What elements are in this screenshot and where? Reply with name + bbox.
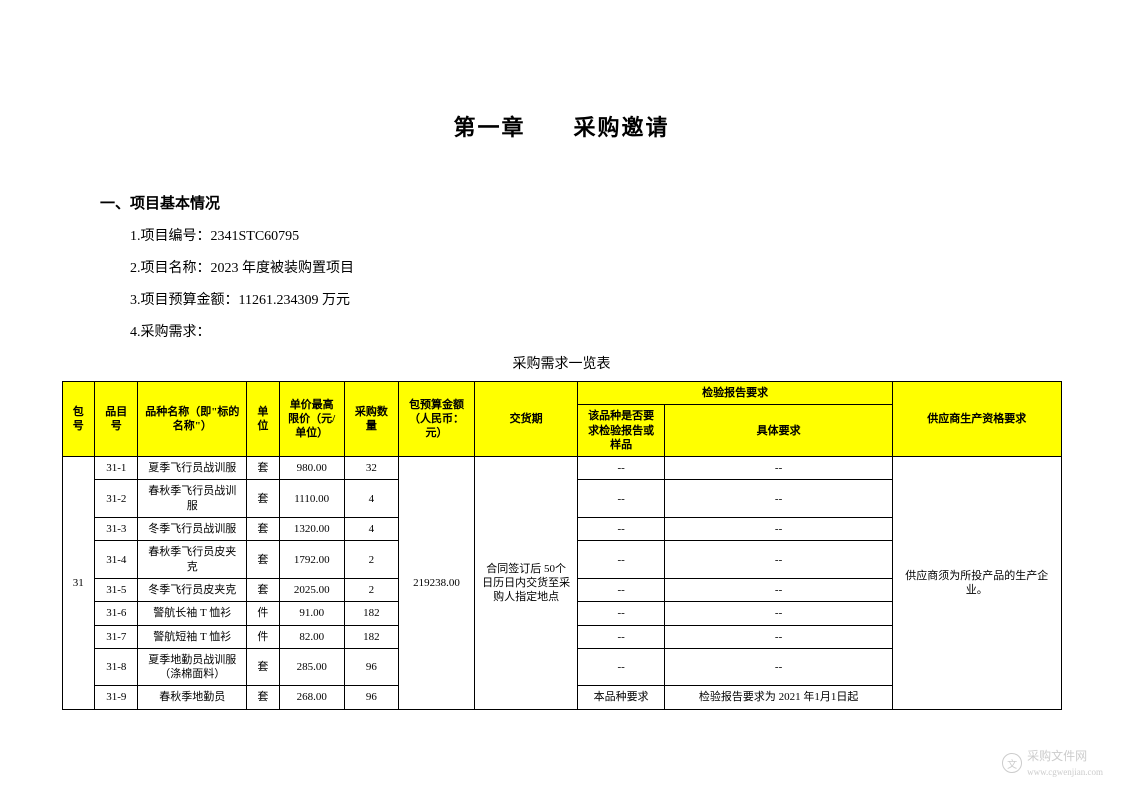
cell-unit: 套: [247, 648, 280, 686]
cell-product-name: 警航短袖 T 恤衫: [138, 625, 247, 648]
cell-item-no: 31-2: [95, 480, 138, 518]
cell-supplier-requirement: 供应商须为所投产品的生产企业。: [893, 457, 1061, 710]
chapter-title: 第一章 采购邀请: [50, 110, 1073, 142]
watermark: 文 采购文件网 www.cgwenjian.com: [1002, 747, 1103, 779]
cell-inspection-detail: --: [665, 518, 893, 541]
procurement-table: 包号 品目号 品种名称（即"标的名称"） 单位 单价最高限价（元/单位） 采购数…: [62, 381, 1062, 710]
cell-inspection-detail: --: [665, 541, 893, 579]
cell-inspection-detail: --: [665, 457, 893, 480]
cell-item-no: 31-7: [95, 625, 138, 648]
cell-price: 1320.00: [279, 518, 344, 541]
cell-inspection-required: --: [578, 625, 665, 648]
cell-inspection-required: --: [578, 602, 665, 625]
project-number: 1.项目编号：2341STC60795: [130, 225, 1073, 245]
cell-unit: 件: [247, 602, 280, 625]
cell-product-name: 冬季飞行员皮夹克: [138, 578, 247, 601]
cell-item-no: 31-9: [95, 686, 138, 709]
cell-inspection-detail: --: [665, 602, 893, 625]
cell-item-no: 31-6: [95, 602, 138, 625]
cell-quantity: 96: [344, 648, 398, 686]
cell-product-name: 冬季飞行员战训服: [138, 518, 247, 541]
cell-price: 980.00: [279, 457, 344, 480]
cell-inspection-detail: --: [665, 625, 893, 648]
cell-quantity: 2: [344, 541, 398, 579]
cell-product-name: 春秋季飞行员战训服: [138, 480, 247, 518]
cell-product-name: 警航长袖 T 恤衫: [138, 602, 247, 625]
cell-budget-total: 219238.00: [399, 457, 475, 710]
cell-unit: 套: [247, 578, 280, 601]
watermark-url: www.cgwenjian.com: [1027, 767, 1103, 777]
th-supplier: 供应商生产资格要求: [893, 382, 1061, 457]
cell-inspection-required: --: [578, 518, 665, 541]
cell-price: 285.00: [279, 648, 344, 686]
section-heading: 一、项目基本情况: [100, 192, 1073, 213]
th-inspection-sub2: 具体要求: [665, 405, 893, 457]
cell-item-no: 31-4: [95, 541, 138, 579]
th-unit: 单位: [247, 382, 280, 457]
th-price: 单价最高限价（元/单位）: [279, 382, 344, 457]
th-delivery: 交货期: [475, 382, 578, 457]
cell-inspection-detail: --: [665, 578, 893, 601]
cell-inspection-detail: 检验报告要求为 2021 年1月1日起: [665, 686, 893, 709]
th-inspection-sub1: 该品种是否要求检验报告或样品: [578, 405, 665, 457]
cell-quantity: 4: [344, 480, 398, 518]
cell-quantity: 4: [344, 518, 398, 541]
cell-item-no: 31-3: [95, 518, 138, 541]
cell-product-name: 夏季地勤员战训服（涤棉面料）: [138, 648, 247, 686]
procurement-demand: 4.采购需求：: [130, 321, 1073, 341]
cell-unit: 套: [247, 541, 280, 579]
cell-quantity: 182: [344, 625, 398, 648]
cell-quantity: 96: [344, 686, 398, 709]
cell-inspection-required: --: [578, 457, 665, 480]
th-product-name: 品种名称（即"标的名称"）: [138, 382, 247, 457]
cell-unit: 套: [247, 518, 280, 541]
cell-price: 2025.00: [279, 578, 344, 601]
project-name: 2.项目名称：2023 年度被装购置项目: [130, 257, 1073, 277]
cell-product-name: 夏季飞行员战训服: [138, 457, 247, 480]
cell-inspection-required: --: [578, 578, 665, 601]
cell-price: 1792.00: [279, 541, 344, 579]
th-inspection: 检验报告要求: [578, 382, 893, 405]
cell-inspection-detail: --: [665, 480, 893, 518]
th-item-no: 品目号: [95, 382, 138, 457]
cell-price: 1110.00: [279, 480, 344, 518]
cell-price: 91.00: [279, 602, 344, 625]
watermark-icon: 文: [1002, 753, 1022, 773]
cell-price: 268.00: [279, 686, 344, 709]
cell-unit: 套: [247, 457, 280, 480]
cell-package-no: 31: [62, 457, 95, 710]
table-row: 3131-1夏季飞行员战训服套980.0032219238.00合同签订后 50…: [62, 457, 1061, 480]
cell-item-no: 31-8: [95, 648, 138, 686]
project-budget: 3.项目预算金额：11261.234309 万元: [130, 289, 1073, 309]
cell-delivery: 合同签订后 50个日历日内交货至采购人指定地点: [475, 457, 578, 710]
th-budget: 包预算金额（人民币：元）: [399, 382, 475, 457]
cell-item-no: 31-1: [95, 457, 138, 480]
cell-inspection-required: 本品种要求: [578, 686, 665, 709]
cell-product-name: 春秋季地勤员: [138, 686, 247, 709]
cell-quantity: 2: [344, 578, 398, 601]
th-package: 包号: [62, 382, 95, 457]
cell-inspection-required: --: [578, 480, 665, 518]
cell-inspection-required: --: [578, 648, 665, 686]
cell-price: 82.00: [279, 625, 344, 648]
cell-item-no: 31-5: [95, 578, 138, 601]
cell-quantity: 32: [344, 457, 398, 480]
cell-inspection-detail: --: [665, 648, 893, 686]
cell-unit: 件: [247, 625, 280, 648]
cell-quantity: 182: [344, 602, 398, 625]
table-title: 采购需求一览表: [50, 353, 1073, 373]
th-quantity: 采购数量: [344, 382, 398, 457]
watermark-text: 采购文件网: [1027, 749, 1087, 763]
cell-inspection-required: --: [578, 541, 665, 579]
cell-unit: 套: [247, 480, 280, 518]
cell-unit: 套: [247, 686, 280, 709]
cell-product-name: 春秋季飞行员皮夹克: [138, 541, 247, 579]
